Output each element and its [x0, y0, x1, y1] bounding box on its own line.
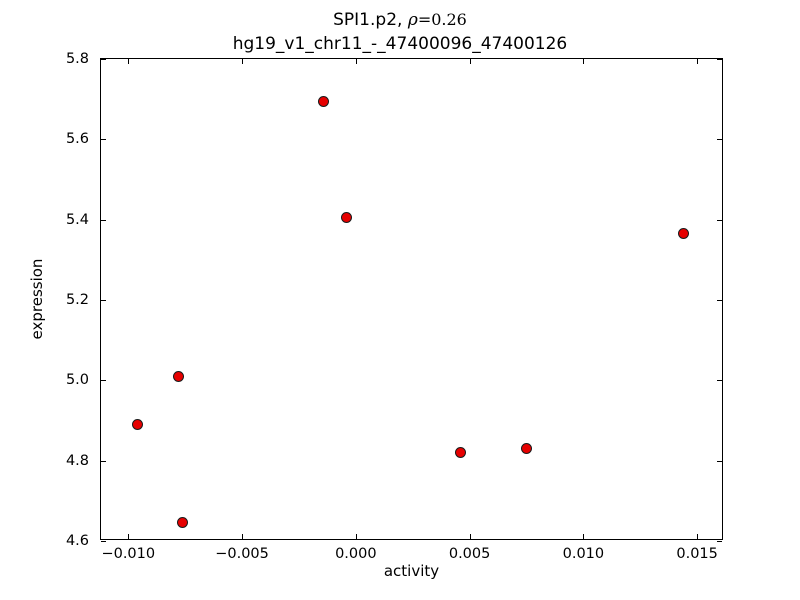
x-axis-tick-top — [355, 59, 357, 64]
rho-symbol: ρ — [407, 10, 418, 30]
x-axis-tick-top — [242, 59, 244, 64]
y-axis-tick-label: 4.8 — [65, 452, 89, 469]
x-axis-tick-top — [469, 59, 471, 64]
x-axis-tick-label: −0.005 — [215, 546, 269, 562]
y-axis-tick-right — [717, 300, 722, 301]
y-axis-tick — [101, 59, 106, 60]
y-axis-tick-right — [717, 59, 722, 60]
scatter-point — [318, 95, 330, 107]
x-axis-tick — [242, 534, 244, 539]
x-axis-tick — [469, 534, 471, 539]
x-axis-tick-label: 0.000 — [335, 546, 377, 562]
y-axis-tick — [101, 380, 106, 382]
scatter-point — [520, 443, 532, 455]
x-axis-label: activity — [383, 562, 440, 580]
y-axis-tick-label: 5.6 — [65, 131, 89, 148]
chart-title-line-2: hg19_v1_chr11_-_47400096_47400126 — [232, 34, 568, 54]
plot-axes-frame: −0.010 −0.005 0.000 0.005 0.010 0.015 4.6 4.8 5.… — [66, 51, 723, 562]
x-axis-tick — [697, 534, 699, 539]
y-axis-tick — [101, 219, 106, 221]
scatter-point — [177, 517, 189, 529]
chart-title-motif: SPI1.p2, — [333, 10, 408, 30]
y-axis-tick — [101, 460, 106, 462]
x-axis-tick-top — [697, 59, 699, 64]
x-axis-tick — [355, 534, 357, 539]
y-axis-tick-label: 4.6 — [65, 533, 89, 549]
y-axis-tick-label: 5.0 — [65, 372, 89, 389]
y-axis-tick — [101, 300, 106, 301]
y-axis-tick-right — [717, 541, 722, 542]
x-axis-tick-label: 0.010 — [562, 546, 605, 562]
y-axis-tick-right — [717, 219, 722, 221]
y-axis-tick-label: 5.4 — [65, 211, 89, 228]
chart-title-line-1: SPI1.p2, ρ=0.26 — [0, 8, 800, 32]
y-axis-tick — [101, 139, 106, 141]
y-axis-label: expression — [28, 258, 46, 340]
y-axis-tick-label: 5.8 — [65, 51, 89, 67]
y-axis-tick-right — [717, 139, 722, 141]
y-axis-tick-label: 5.2 — [65, 292, 89, 308]
x-axis-tick-top — [128, 59, 130, 64]
scatter-point — [172, 370, 184, 382]
y-axis-tick-right — [717, 380, 722, 382]
x-axis-tick — [128, 534, 130, 539]
rho-value: =0.26 — [417, 10, 467, 29]
y-axis-tick — [101, 541, 106, 542]
chart-title: SPI1.p2, ρ=0.26 hg19_v1_chr11_-_47400096… — [0, 8, 800, 56]
x-axis-tick-top — [583, 59, 585, 64]
scatter-point — [341, 212, 353, 224]
plot-data-area — [101, 59, 722, 542]
x-axis-tick-label: −0.010 — [101, 546, 156, 562]
scatter-point — [677, 228, 689, 240]
scatter-point — [455, 447, 466, 459]
x-axis-tick — [583, 534, 585, 539]
x-axis-tick-label: 0.015 — [676, 546, 718, 562]
scatter-point — [131, 419, 143, 431]
x-axis-tick-label: 0.005 — [448, 546, 491, 562]
y-axis-tick-right — [717, 460, 722, 462]
